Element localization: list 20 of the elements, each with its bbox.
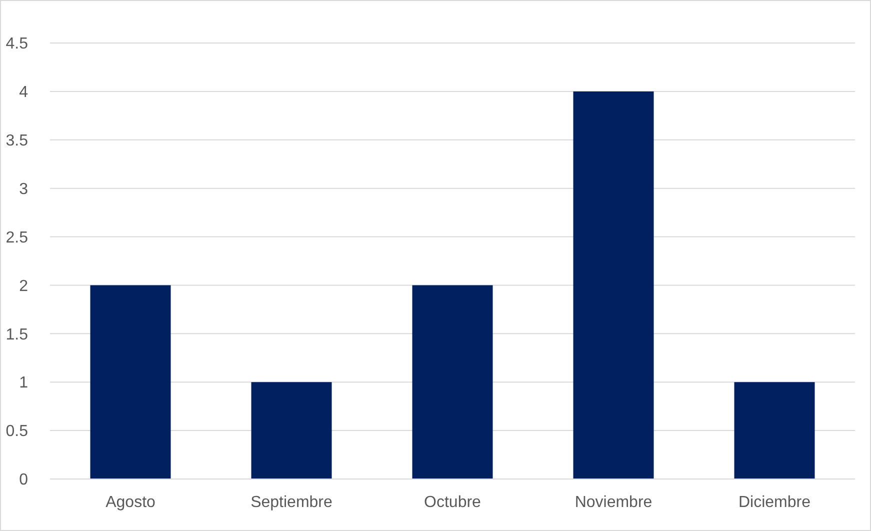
x-tick-label: Diciembre bbox=[738, 494, 811, 511]
bar bbox=[573, 91, 654, 479]
y-tick-label: 3 bbox=[19, 180, 28, 198]
y-tick-label: 2.5 bbox=[6, 229, 28, 246]
y-tick-label: 4 bbox=[19, 84, 28, 102]
y-tick-label: 0.5 bbox=[6, 423, 28, 440]
bar bbox=[251, 382, 332, 479]
x-tick-label: Noviembre bbox=[574, 494, 652, 511]
y-tick-label: 3.5 bbox=[6, 132, 28, 150]
bar bbox=[90, 285, 171, 479]
x-tick-label: Septiembre bbox=[250, 494, 333, 511]
y-tick-label: 0 bbox=[19, 472, 28, 489]
x-tick-label: Octubre bbox=[424, 494, 482, 511]
bar bbox=[412, 285, 493, 479]
y-tick-label: 2 bbox=[19, 278, 28, 295]
y-tick-label: 1.5 bbox=[6, 326, 28, 344]
y-tick-label: 4.5 bbox=[6, 36, 28, 53]
bar bbox=[734, 382, 815, 479]
y-tick-label: 1 bbox=[19, 374, 28, 392]
x-tick-label: Agosto bbox=[106, 494, 156, 511]
